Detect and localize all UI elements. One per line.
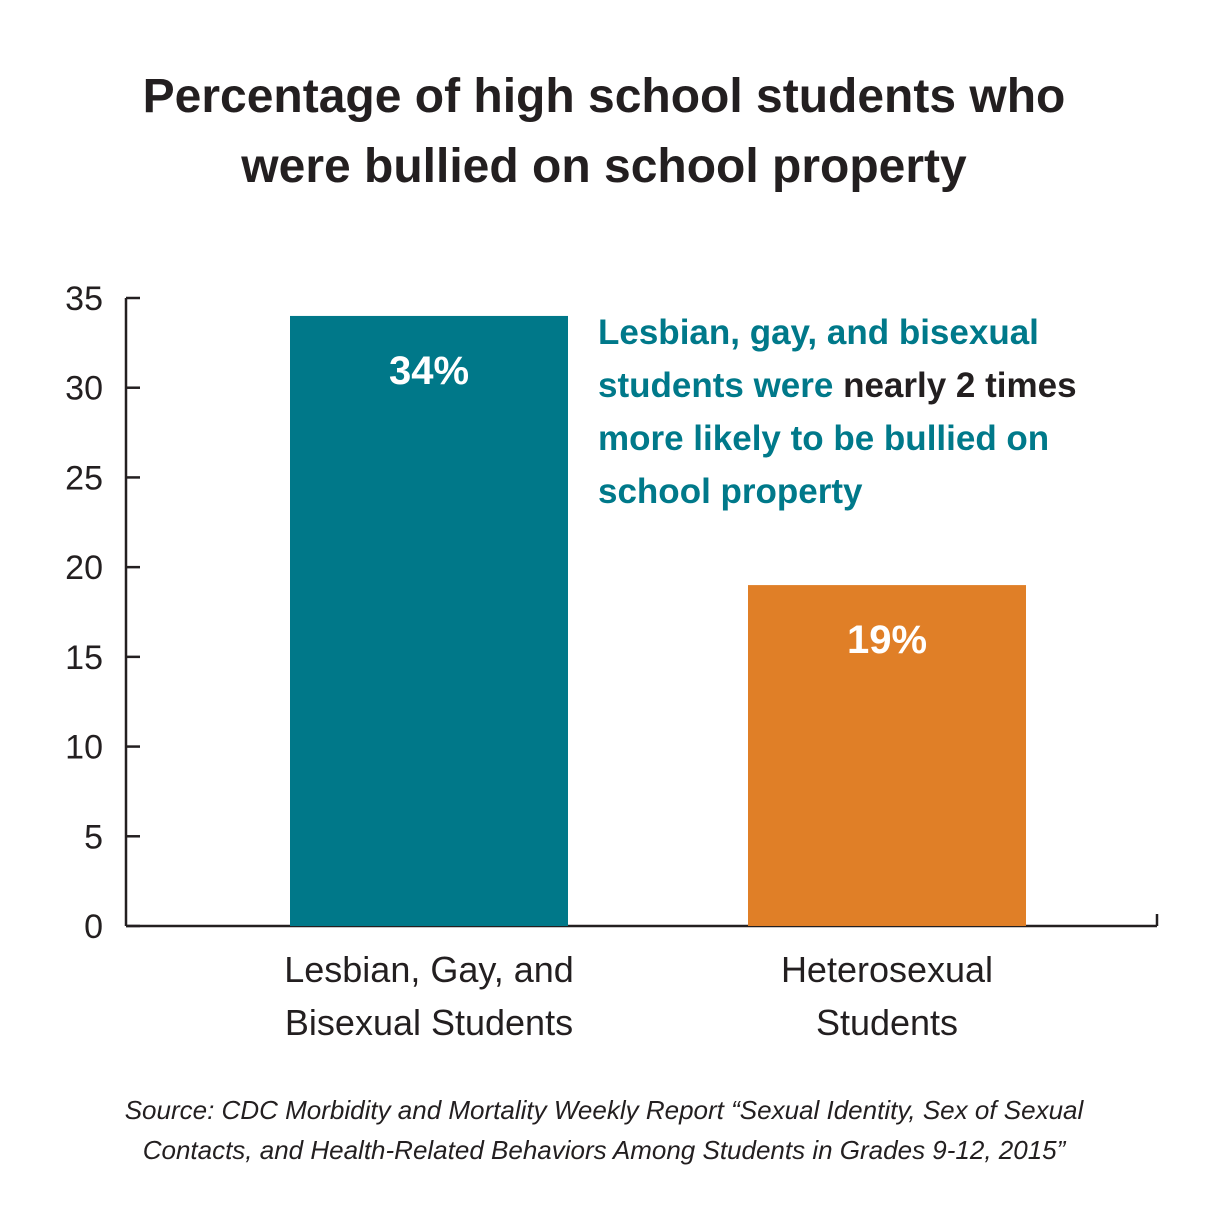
x-category-label-0-line-0: Lesbian, Gay, and	[284, 949, 574, 990]
callout-part-1: Lesbian, gay, and bisexual students were	[598, 313, 1039, 405]
x-category-label-1-line-1: Students	[816, 1002, 958, 1043]
bar-1	[748, 585, 1026, 926]
y-tick-label-25: 25	[65, 459, 103, 497]
source-note: Source: CDC Morbidity and Mortality Week…	[0, 1090, 1208, 1170]
y-tick-label-10: 10	[65, 729, 103, 767]
source-line-2: Contacts, and Health-Related Behaviors A…	[142, 1135, 1066, 1165]
callout-text: Lesbian, gay, and bisexual students were…	[598, 306, 1158, 518]
y-tick-label-20: 20	[65, 549, 103, 587]
x-category-label-0-line-1: Bisexual Students	[285, 1002, 573, 1043]
source-line-1: Source: CDC Morbidity and Mortality Week…	[124, 1095, 1084, 1125]
bar-data-label-1: 19%	[847, 618, 927, 662]
chart-title-line-2: were bullied on school property	[241, 140, 967, 193]
bar-0	[290, 315, 568, 926]
y-tick-label-30: 30	[65, 370, 103, 408]
y-tick-label-5: 5	[84, 818, 103, 856]
y-tick-label-0: 0	[84, 908, 103, 946]
callout-emphasis: nearly 2 times	[843, 366, 1077, 405]
callout-part-3: more likely to be bullied on school prop…	[598, 419, 1050, 511]
chart-title-line-1: Percentage of high school students who	[142, 70, 1066, 123]
x-category-label-1-line-0: Heterosexual	[781, 949, 993, 990]
chart-title: Percentage of high school students who w…	[0, 62, 1208, 202]
y-tick-label-35: 35	[65, 280, 103, 318]
y-tick-label-15: 15	[65, 639, 103, 677]
bar-data-label-0: 34%	[389, 349, 469, 393]
